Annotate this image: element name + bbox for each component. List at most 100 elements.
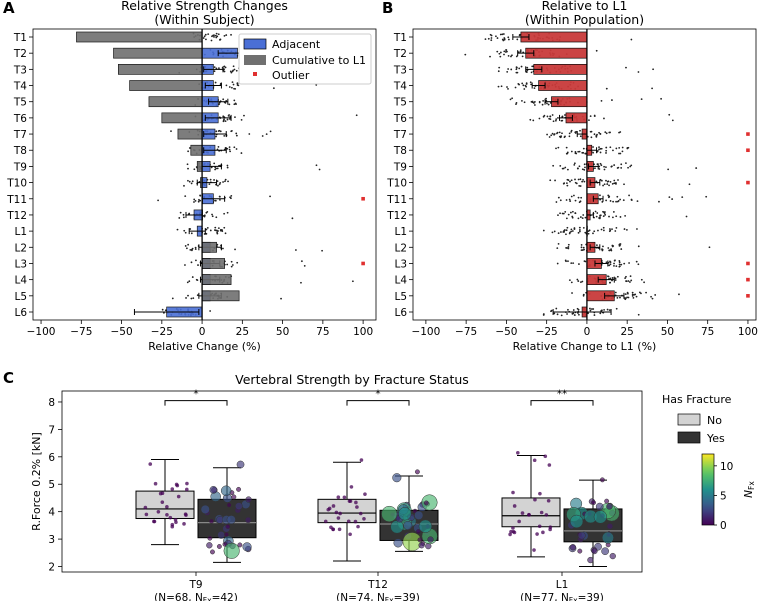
data-point xyxy=(548,117,551,120)
y-tick-label: T9 xyxy=(393,161,407,173)
data-point xyxy=(346,519,351,524)
data-point xyxy=(355,505,359,509)
data-point xyxy=(559,212,561,215)
data-point xyxy=(516,450,520,455)
data-point xyxy=(570,228,573,231)
x-tick-label: 100 xyxy=(738,326,758,338)
y-tick-label: 2 xyxy=(48,562,55,574)
data-point xyxy=(637,313,640,316)
y-tick-label: L2 xyxy=(14,242,27,254)
x-tick-label: −75 xyxy=(70,326,92,338)
data-point xyxy=(608,281,611,284)
data-point xyxy=(348,532,352,537)
x-tick-label: −25 xyxy=(536,326,558,338)
data-point xyxy=(265,133,268,136)
data-point xyxy=(234,248,236,251)
data-point xyxy=(336,495,341,499)
y-tick-label: L2 xyxy=(394,242,407,254)
data-point xyxy=(566,313,568,315)
bar xyxy=(201,290,240,302)
data-point xyxy=(615,226,618,229)
data-point xyxy=(643,281,645,284)
data-point xyxy=(611,183,614,185)
data-point xyxy=(599,151,602,154)
data-point xyxy=(636,228,638,230)
data-point xyxy=(567,179,570,181)
data-point xyxy=(233,68,236,71)
data-point xyxy=(515,68,518,71)
data-point xyxy=(216,544,222,549)
data-point xyxy=(236,460,245,469)
data-point xyxy=(598,165,601,168)
data-point xyxy=(195,278,198,281)
data-point xyxy=(233,146,236,149)
data-point xyxy=(557,117,559,119)
data-point xyxy=(213,36,215,38)
data-point xyxy=(592,146,594,148)
data-point xyxy=(194,248,197,251)
data-point xyxy=(550,134,553,137)
n-tail: =39) xyxy=(578,592,604,601)
data-point xyxy=(601,547,609,556)
data-point xyxy=(381,505,398,523)
data-point xyxy=(631,291,634,294)
data-point xyxy=(300,281,302,284)
data-point xyxy=(236,486,242,492)
data-point xyxy=(229,70,232,73)
data-point xyxy=(158,491,163,496)
data-point xyxy=(620,248,623,250)
data-point xyxy=(595,135,598,138)
data-point xyxy=(214,229,216,231)
data-point xyxy=(582,178,584,181)
data-point xyxy=(589,130,592,133)
colorbar-label-main: N xyxy=(743,490,755,498)
data-point xyxy=(160,500,165,504)
data-point xyxy=(577,308,580,311)
data-point xyxy=(581,280,584,283)
data-point xyxy=(222,181,224,183)
data-point xyxy=(515,101,518,104)
colorbar-label: NFx xyxy=(743,481,756,498)
data-point xyxy=(606,523,614,530)
data-point xyxy=(631,293,634,296)
data-point xyxy=(199,199,202,202)
data-point xyxy=(554,179,556,182)
data-point xyxy=(176,494,181,499)
bar xyxy=(525,47,588,59)
data-point xyxy=(532,548,536,552)
bar xyxy=(201,274,232,285)
data-point xyxy=(613,262,615,265)
data-point xyxy=(608,228,611,230)
data-point xyxy=(525,70,528,73)
y-tick-label: T11 xyxy=(386,194,407,206)
data-point xyxy=(594,167,596,170)
data-point xyxy=(230,130,233,132)
data-point xyxy=(582,226,585,229)
data-point xyxy=(532,119,535,122)
data-point xyxy=(600,147,603,150)
data-point xyxy=(552,120,555,123)
data-point xyxy=(143,505,148,510)
significance-marker: ** xyxy=(557,389,568,401)
data-point xyxy=(555,201,558,203)
data-point xyxy=(224,532,229,537)
data-point xyxy=(196,294,199,297)
data-point xyxy=(572,309,575,311)
data-point xyxy=(576,278,579,281)
data-point xyxy=(226,515,236,525)
data-point xyxy=(152,519,157,524)
data-point xyxy=(574,212,577,215)
data-point xyxy=(193,201,195,203)
data-point xyxy=(564,259,567,262)
axes-frame xyxy=(32,28,377,321)
data-point xyxy=(233,87,235,90)
y-tick-label: T2 xyxy=(13,48,27,60)
x-tick-label: 50 xyxy=(661,326,674,338)
data-point xyxy=(574,181,577,184)
significance-bracket xyxy=(530,400,594,406)
data-point xyxy=(392,473,402,483)
data-point xyxy=(564,166,567,169)
data-point xyxy=(185,297,187,299)
data-point xyxy=(228,103,231,106)
data-point xyxy=(417,537,423,543)
